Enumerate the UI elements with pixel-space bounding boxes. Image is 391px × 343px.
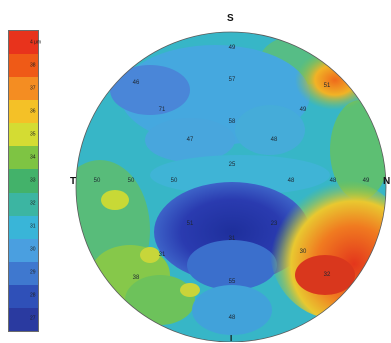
legend-swatch: 33 xyxy=(9,169,38,193)
map-fill xyxy=(76,32,386,342)
thickness-value: 48 xyxy=(287,178,295,184)
legend-swatch: 4 μm xyxy=(9,31,42,55)
thickness-value: 32 xyxy=(323,272,331,278)
thickness-value: 48 xyxy=(228,315,236,321)
thickness-value: 50 xyxy=(93,178,101,184)
legend-label: 27 xyxy=(30,315,36,322)
legend-swatch: 29 xyxy=(9,261,38,285)
thickness-value: 57 xyxy=(228,77,236,83)
superior-label: S xyxy=(227,13,234,24)
nasal-label: N xyxy=(383,176,391,187)
legend-label: 34 xyxy=(30,154,36,161)
legend-swatch: 35 xyxy=(9,123,38,147)
thickness-value: 71 xyxy=(158,107,166,113)
map-border xyxy=(75,31,387,342)
thickness-value: 47 xyxy=(186,137,194,143)
legend-label: 38 xyxy=(30,62,36,69)
thickness-value: 31 xyxy=(158,252,166,258)
thickness-color-scale: 4 μm 38 37 36 35 34 33 32 31 30 29 28 27 xyxy=(8,30,42,332)
legend-label: 33 xyxy=(30,177,36,184)
thickness-value: 49 xyxy=(228,45,236,51)
legend-label: 32 xyxy=(30,200,36,207)
legend-label: 36 xyxy=(30,108,36,115)
inferior-label: I xyxy=(230,334,233,343)
legend-swatch: 30 xyxy=(9,238,38,262)
thickness-value: 48 xyxy=(270,137,278,143)
thickness-value: 46 xyxy=(132,80,140,86)
legend-swatch: 37 xyxy=(9,77,38,101)
legend-swatch: 38 xyxy=(9,54,38,78)
thickness-value: 23 xyxy=(270,221,278,227)
legend-label: 31 xyxy=(30,223,36,230)
temporal-label: T xyxy=(70,176,77,187)
thickness-value: 58 xyxy=(228,119,236,125)
thickness-value: 50 xyxy=(127,178,135,184)
thickness-value: 31 xyxy=(228,236,236,242)
thickness-value: 49 xyxy=(362,178,370,184)
thickness-value: 48 xyxy=(329,178,337,184)
legend-label: 35 xyxy=(30,131,36,138)
legend-label: 37 xyxy=(30,85,36,92)
thickness-value: 30 xyxy=(299,249,307,255)
legend-label: 4 μm xyxy=(30,39,42,46)
legend-swatch: 27 xyxy=(9,307,38,332)
thickness-value: 38 xyxy=(132,275,140,281)
legend-swatch: 31 xyxy=(9,215,38,239)
thickness-value: 25 xyxy=(228,162,236,168)
thickness-value: 55 xyxy=(228,279,236,285)
thickness-value: 50 xyxy=(170,178,178,184)
legend-label: 28 xyxy=(30,292,36,299)
legend-swatch: 36 xyxy=(9,100,38,124)
thickness-value: 51 xyxy=(323,83,331,89)
thickness-value: 51 xyxy=(186,221,194,227)
legend-swatch: 32 xyxy=(9,192,38,216)
legend-label: 29 xyxy=(30,269,36,276)
thickness-value: 49 xyxy=(299,107,307,113)
legend-swatch: 34 xyxy=(9,146,38,170)
legend-label: 30 xyxy=(30,246,36,253)
legend-swatch: 28 xyxy=(9,284,38,308)
